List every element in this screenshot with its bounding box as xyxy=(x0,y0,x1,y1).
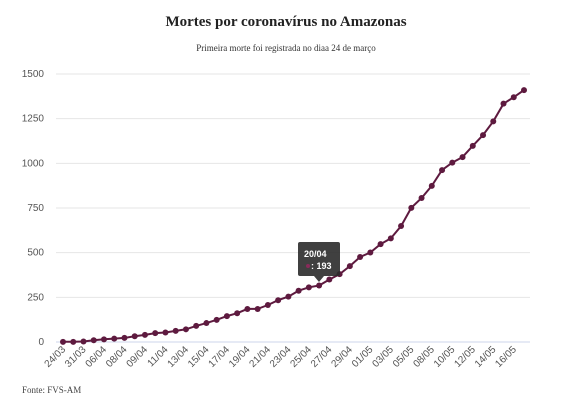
y-tick-label: 500 xyxy=(27,248,44,259)
data-point xyxy=(377,241,384,248)
data-point xyxy=(500,100,507,107)
data-point xyxy=(408,204,415,211)
data-point xyxy=(141,331,148,338)
data-point xyxy=(316,282,323,289)
data-point xyxy=(80,338,87,345)
x-tick-label: 23/04 xyxy=(268,344,294,370)
data-point xyxy=(387,235,394,242)
tooltip-dot xyxy=(306,264,310,268)
data-point xyxy=(70,338,77,345)
x-tick-label: 13/04 xyxy=(166,344,192,370)
data-point xyxy=(121,334,128,341)
data-point xyxy=(244,305,251,312)
data-point xyxy=(152,330,159,337)
chart-subtitle: Primeira morte foi registrada no diaa 24… xyxy=(196,43,376,53)
x-tick-label: 06/04 xyxy=(84,344,110,370)
tooltip-date: 20/04 xyxy=(304,249,327,259)
data-point xyxy=(111,335,118,342)
data-point xyxy=(223,313,230,320)
data-point xyxy=(367,249,374,256)
data-point xyxy=(459,154,466,161)
y-tick-label: 1250 xyxy=(22,114,45,125)
data-point xyxy=(428,182,435,189)
x-tick-label: 01/05 xyxy=(350,344,376,370)
x-tick-label: 08/05 xyxy=(411,344,437,370)
data-point xyxy=(305,284,312,291)
data-point xyxy=(193,322,200,329)
x-tick-label: 15/04 xyxy=(186,344,212,370)
x-tick-label: 21/04 xyxy=(248,344,274,370)
data-point xyxy=(449,159,456,166)
x-tick-label: 03/05 xyxy=(370,344,396,370)
tooltip: 20/04 : 193 xyxy=(298,242,340,282)
data-point xyxy=(60,338,66,345)
series-line xyxy=(63,89,525,343)
x-tick-label: 24/03 xyxy=(43,344,69,370)
y-tick-label: 750 xyxy=(27,203,44,214)
data-point xyxy=(264,302,271,309)
x-tick-label: 29/04 xyxy=(329,344,355,370)
data-point xyxy=(490,118,497,125)
y-tick-label: 250 xyxy=(27,292,44,303)
data-point xyxy=(469,142,476,149)
data-point xyxy=(418,194,425,201)
tooltip-arrow xyxy=(314,276,324,282)
x-tick-label: 11/04 xyxy=(146,344,171,369)
data-point xyxy=(203,320,210,327)
data-point xyxy=(510,94,517,101)
data-point xyxy=(398,223,405,230)
x-tick-label: 31/03 xyxy=(63,344,89,370)
data-point xyxy=(480,132,487,139)
plot-area: 025050075010001250150024/0331/0306/0408/… xyxy=(22,69,530,370)
data-point xyxy=(275,297,282,304)
source-note: Fonte: FVS-AM xyxy=(22,385,81,395)
data-point xyxy=(234,310,241,317)
x-tick-label: 12/05 xyxy=(452,344,478,370)
y-tick-label: 1000 xyxy=(22,158,45,169)
x-tick-label: 05/05 xyxy=(391,344,417,370)
data-point xyxy=(326,276,333,283)
data-point xyxy=(439,167,446,174)
data-point xyxy=(90,337,97,344)
tooltip-value: : 193 xyxy=(311,261,332,271)
x-tick-label: 08/04 xyxy=(104,344,130,370)
x-tick-label: 27/04 xyxy=(309,344,335,370)
y-tick-label: 0 xyxy=(38,337,44,348)
data-point xyxy=(254,305,261,312)
data-point xyxy=(357,253,364,260)
data-point xyxy=(295,287,302,294)
data-point xyxy=(131,333,138,340)
x-tick-label: 25/04 xyxy=(289,344,315,370)
data-point xyxy=(213,316,220,323)
x-tick-label: 17/04 xyxy=(207,344,233,370)
chart-title: Mortes por coronavírus no Amazonas xyxy=(165,14,406,30)
x-tick-label: 09/04 xyxy=(125,344,151,370)
x-tick-label: 14/05 xyxy=(473,344,499,370)
data-point xyxy=(100,336,107,343)
x-tick-label: 19/04 xyxy=(227,344,253,370)
data-point xyxy=(521,87,527,94)
x-tick-label: 16/05 xyxy=(493,344,519,370)
y-tick-label: 1500 xyxy=(22,69,45,80)
data-point xyxy=(162,329,169,336)
data-point xyxy=(182,326,189,333)
data-point xyxy=(346,263,353,270)
data-point xyxy=(172,327,179,334)
x-tick-label: 10/05 xyxy=(432,344,458,370)
data-point xyxy=(285,293,292,300)
